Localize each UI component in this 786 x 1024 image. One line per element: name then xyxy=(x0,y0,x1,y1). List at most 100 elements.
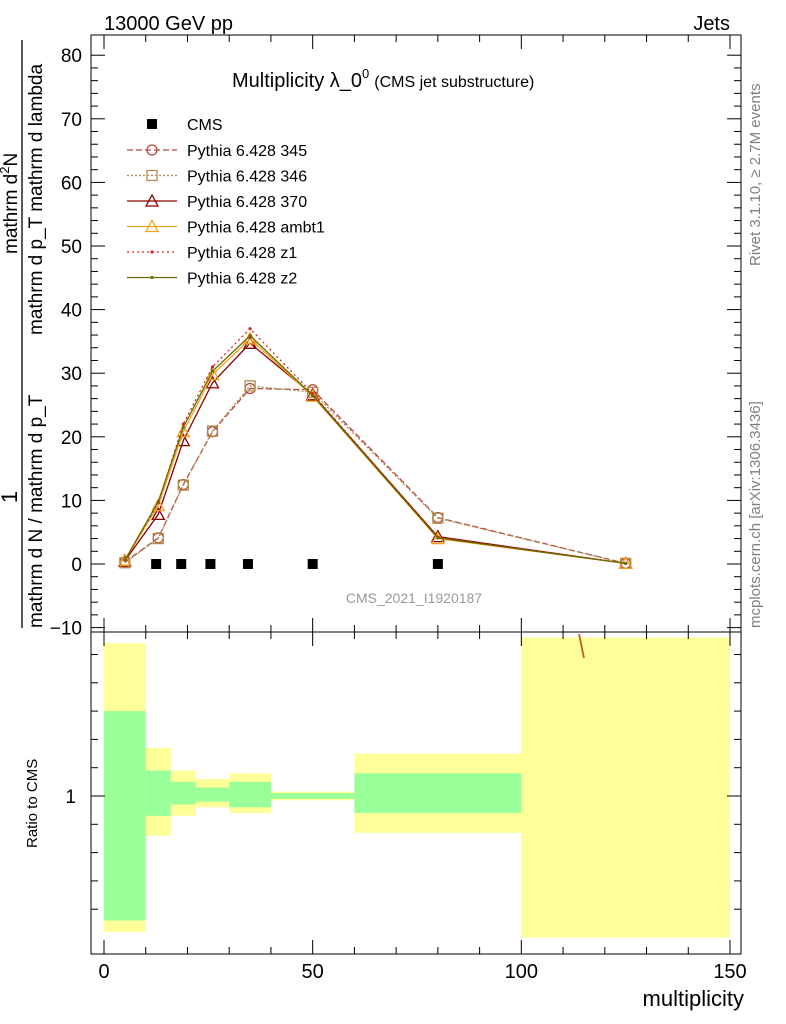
plot-title-sup: 0 xyxy=(362,66,369,81)
series-marker-square xyxy=(152,532,164,545)
analysis-watermark: CMS_2021_I1920187 xyxy=(346,590,482,606)
cms-data-points xyxy=(151,559,443,569)
main-y-tick-label: 60 xyxy=(61,173,82,194)
series-layer xyxy=(117,327,633,570)
main-y-tick-label: −10 xyxy=(50,619,82,640)
series-marker-triangle xyxy=(176,424,191,438)
series-marker-triangle xyxy=(430,529,445,543)
series-marker-dot xyxy=(624,561,628,565)
legend-entry: Pythia 6.428 346 xyxy=(127,169,307,186)
ratio-band-green xyxy=(229,781,271,808)
legend-marker-cms xyxy=(147,119,157,129)
ratio-band-green xyxy=(195,787,230,802)
series-group xyxy=(119,382,632,570)
series-marker-dot xyxy=(436,536,440,540)
series-group xyxy=(123,327,628,565)
series-marker-triangle xyxy=(151,498,166,512)
ratio-plot-frame xyxy=(90,631,742,955)
header-energy-label: 13000 GeV pp xyxy=(104,13,233,35)
main-y-tick-label: 0 xyxy=(71,555,82,576)
main-y-tick-label: 10 xyxy=(61,491,82,512)
y-label-numerator: mathrm d2N xyxy=(0,153,22,254)
cms-data-point xyxy=(176,559,187,569)
main-y-ticks xyxy=(91,54,741,629)
ratio-band-green xyxy=(270,793,355,799)
main-y-tick-label: 40 xyxy=(61,301,82,322)
main-y-tick-label: 50 xyxy=(61,237,82,258)
series-line xyxy=(124,337,626,565)
series-line xyxy=(124,327,626,565)
series-marker-triangle xyxy=(305,388,320,402)
legend-entry: Pythia 6.428 ambt1 xyxy=(127,219,325,237)
series-marker-dot xyxy=(150,275,154,280)
legend-entry: Pythia 6.428 z2 xyxy=(127,271,297,288)
main-y-tick-label: 30 xyxy=(61,364,82,385)
plot-subtitle: (CMS jet substructure) xyxy=(374,74,534,91)
cms-data-point xyxy=(151,559,162,569)
y-label-numerator-main: mathrm d xyxy=(1,174,22,254)
series-group xyxy=(123,334,628,565)
ratio-band-green xyxy=(104,711,146,921)
cms-data-point xyxy=(432,559,443,569)
y-label-numerator-sup: 2 xyxy=(0,167,12,174)
ratio-y-axis-label: Ratio to CMS xyxy=(24,759,41,848)
series-marker-dot xyxy=(156,500,160,504)
y-label-denominator: mathrm d N / mathrm d p_T xyxy=(26,394,47,628)
series-line xyxy=(124,385,626,564)
series-marker-square xyxy=(432,512,444,524)
main-x-ticks xyxy=(103,35,731,632)
series-marker-dot xyxy=(311,393,315,398)
main-y-tick-label: 70 xyxy=(61,110,82,131)
plot-title: Multiplicity λ_00 (CMS jet substructure) xyxy=(232,66,534,92)
series-marker-triangle xyxy=(144,219,160,233)
series-marker-triangle xyxy=(144,193,160,207)
x-tick-label: 0 xyxy=(98,961,109,983)
series-marker-square xyxy=(206,425,219,437)
ratio-band-green xyxy=(145,770,171,816)
legend-label: Pythia 6.428 z2 xyxy=(187,271,297,288)
ratio-x-tick-labels: 0 50 100 150 xyxy=(98,961,746,983)
legend: CMS Pythia 6.428 345 Pythia 6.428 346 Pythi… xyxy=(127,117,325,288)
series-group xyxy=(119,380,632,570)
series-marker-square xyxy=(177,479,189,491)
y-label-one: 1 xyxy=(0,491,22,503)
series-marker-dot xyxy=(181,425,185,429)
y-label-middle: mathrm d p_T mathrm d lambda xyxy=(26,64,47,335)
rivet-version-label: Rivet 3.1.10, ≥ 2.7M events xyxy=(747,84,764,267)
series-marker-triangle xyxy=(205,375,220,389)
header-jets-label: Jets xyxy=(693,13,730,35)
series-group xyxy=(117,331,633,570)
series-marker-dot xyxy=(248,334,252,338)
series-marker-dot xyxy=(210,365,215,369)
ratio-bands xyxy=(104,637,730,938)
series-marker-dot xyxy=(210,369,215,373)
y-label-numerator-tail: N xyxy=(1,153,22,167)
cms-data-point xyxy=(242,559,253,569)
series-marker-dot xyxy=(123,558,127,562)
ratio-line-fragment xyxy=(578,633,585,659)
legend-label: Pythia 6.428 z1 xyxy=(187,245,297,262)
main-y-tick-label: 20 xyxy=(61,428,82,449)
legend-label: Pythia 6.428 346 xyxy=(187,169,307,186)
ratio-band-green xyxy=(170,781,196,805)
legend-entry: Pythia 6.428 z1 xyxy=(127,245,297,262)
series-marker-triangle xyxy=(242,335,258,349)
x-axis-label: multiplicity xyxy=(643,986,744,1011)
series-marker-dot xyxy=(150,250,154,254)
mcplots-label: mcplots.cern.ch [arXiv:1306.3436] xyxy=(747,401,764,628)
plot-title-main: Multiplicity λ_0 xyxy=(232,70,362,92)
cms-data-point xyxy=(307,559,318,569)
series-marker-dot xyxy=(248,327,252,331)
series-line xyxy=(124,387,626,564)
series-marker-square xyxy=(244,380,256,392)
series-line xyxy=(124,334,626,565)
x-tick-label: 150 xyxy=(713,961,746,983)
main-y-axis-label: 1 mathrm d N / mathrm d p_T mathrm d2N m… xyxy=(0,40,47,628)
ratio-y-tick-label: 1 xyxy=(65,787,76,808)
x-tick-label: 100 xyxy=(505,961,538,983)
series-marker-triangle xyxy=(151,507,166,521)
legend-label: Pythia 6.428 ambt1 xyxy=(187,220,325,237)
series-marker-square xyxy=(146,169,158,182)
legend-label: Pythia 6.428 370 xyxy=(187,194,307,211)
